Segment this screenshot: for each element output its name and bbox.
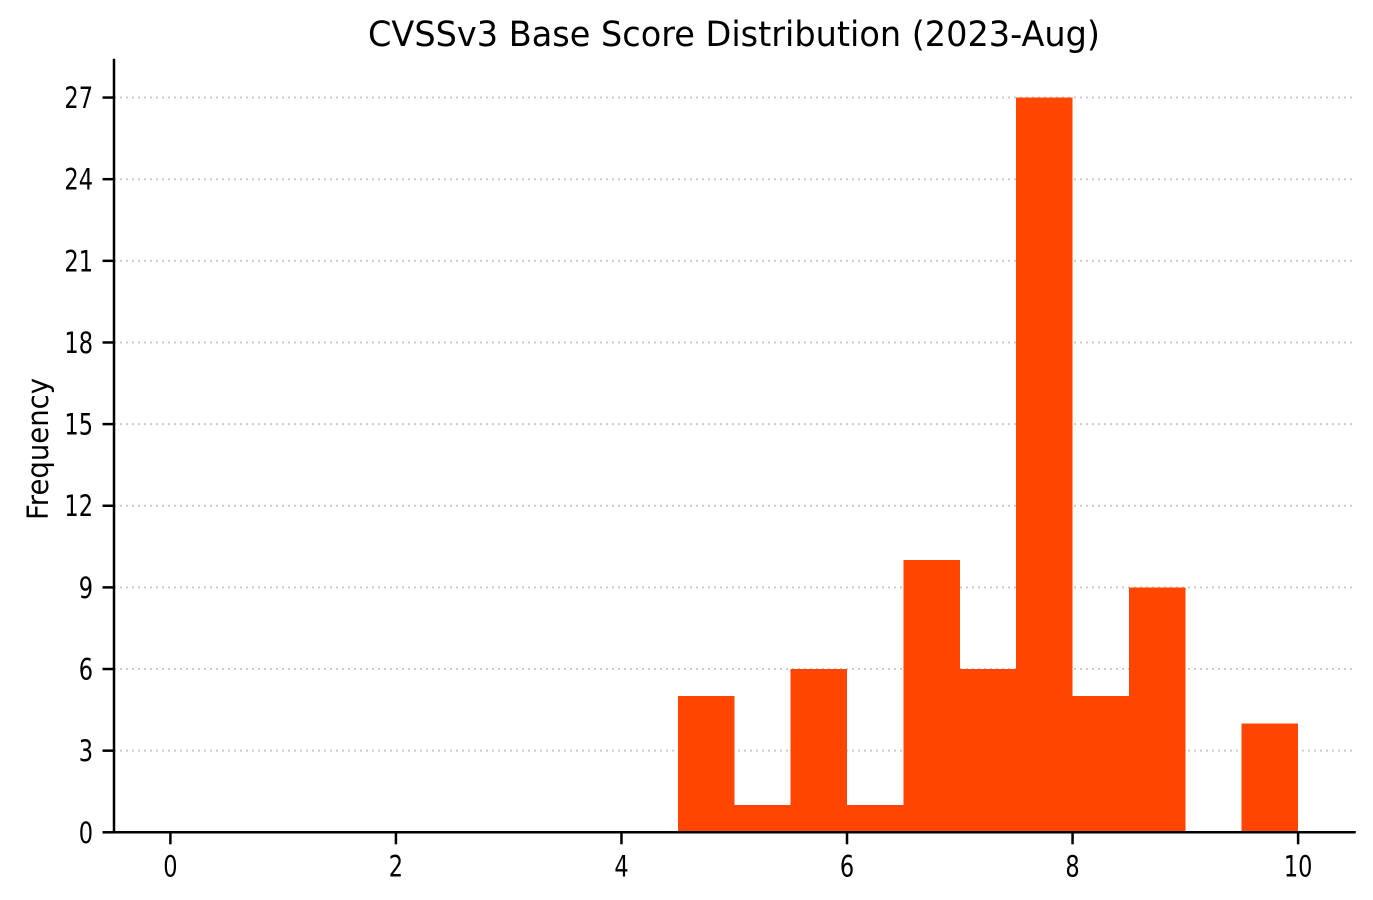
y-tick-label: 18 xyxy=(64,326,93,360)
y-tick-label: 12 xyxy=(64,489,93,523)
x-tick-label: 2 xyxy=(389,850,403,884)
y-tick-label: 6 xyxy=(79,653,93,687)
x-tick-label: 10 xyxy=(1284,850,1313,884)
bars-layer xyxy=(677,97,1299,833)
histogram-bar xyxy=(734,805,791,833)
histogram-bar xyxy=(847,805,904,833)
histogram-bar xyxy=(1016,97,1073,833)
histogram-bar xyxy=(790,669,848,833)
chart-title: CVSSv3 Base Score Distribution (2023-Aug… xyxy=(368,15,1100,55)
histogram-bar xyxy=(677,696,735,833)
axes-layer xyxy=(112,58,1356,834)
y-tick-label: 3 xyxy=(79,734,93,768)
y-tick-label: 0 xyxy=(79,816,93,850)
y-tick-label: 24 xyxy=(64,163,93,197)
histogram-bar xyxy=(959,669,1017,833)
y-tick-label: 27 xyxy=(64,81,93,115)
histogram-bar xyxy=(1128,587,1186,833)
x-tick-label: 6 xyxy=(840,850,854,884)
x-tick-label: 0 xyxy=(163,850,177,884)
y-tick-label: 9 xyxy=(79,571,93,605)
x-tick-label: 4 xyxy=(614,850,628,884)
y-tick-label: 21 xyxy=(64,244,93,278)
y-axis-label: Frequency xyxy=(21,378,55,520)
histogram-bar xyxy=(903,560,960,833)
y-tick-label: 15 xyxy=(64,408,93,442)
histogram-bar xyxy=(1241,723,1299,833)
x-tick-label: 8 xyxy=(1065,850,1079,884)
ticks-layer xyxy=(102,96,1300,845)
histogram-bar xyxy=(1072,696,1129,833)
